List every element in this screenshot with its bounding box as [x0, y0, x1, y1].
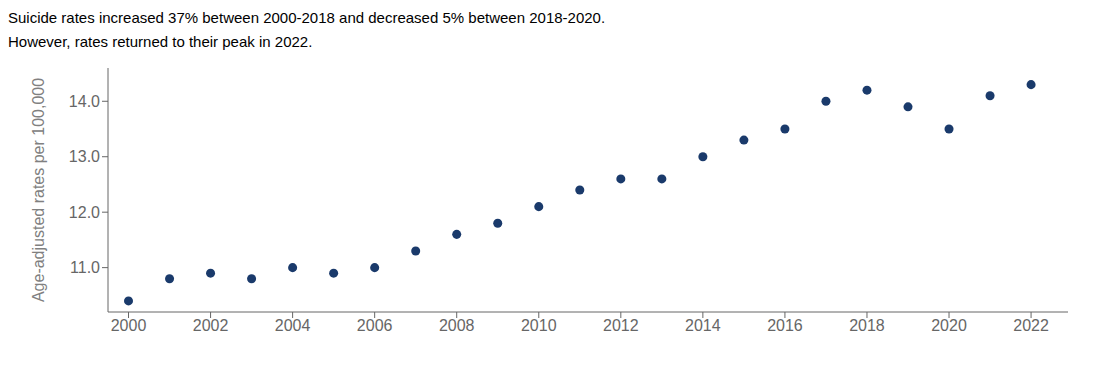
svg-text:2002: 2002: [193, 317, 229, 334]
svg-text:2022: 2022: [1013, 317, 1049, 334]
svg-text:2010: 2010: [521, 317, 557, 334]
svg-text:2018: 2018: [849, 317, 885, 334]
svg-text:2016: 2016: [767, 317, 803, 334]
html-text:Suicide rates increased 37% be: Suicide rates increased 37% between 2000…: [8, 9, 606, 26]
svg-text:13.0: 13.0: [69, 148, 100, 165]
html-text:However, rates returned to the: However, rates returned to their peak in…: [8, 33, 313, 50]
svg-text:12.0: 12.0: [69, 204, 100, 221]
svg-text:2006: 2006: [357, 317, 393, 334]
svg-text:2020: 2020: [931, 317, 967, 334]
svg-text:Age-adjusted rates per 100,000: Age-adjusted rates per 100,000: [30, 78, 47, 302]
svg-text:2012: 2012: [603, 317, 639, 334]
svg-text:2004: 2004: [275, 317, 311, 334]
svg-text:2014: 2014: [685, 317, 721, 334]
svg-text:2008: 2008: [439, 317, 475, 334]
svg-text:2000: 2000: [111, 317, 147, 334]
svg-text:14.0: 14.0: [69, 93, 100, 110]
svg-text:11.0: 11.0: [70, 259, 100, 276]
